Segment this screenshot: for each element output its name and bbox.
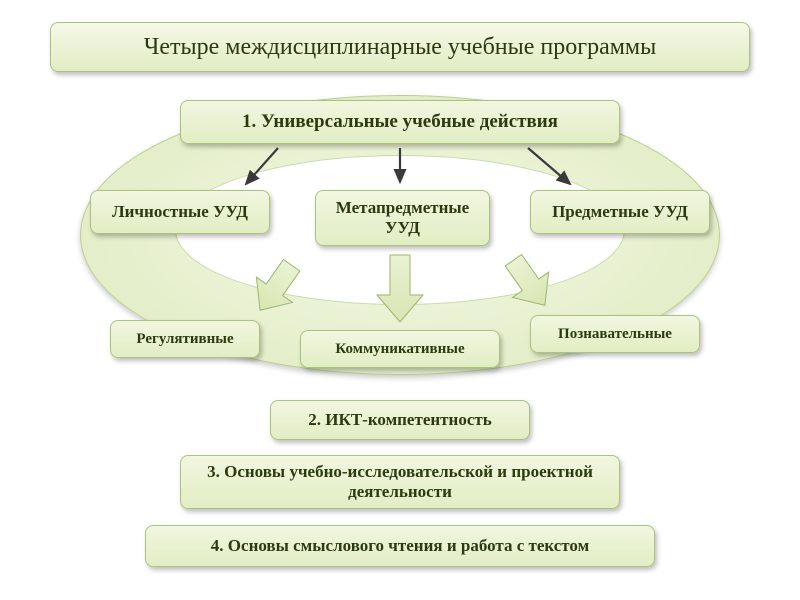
node-label: Коммуникативные: [335, 341, 464, 358]
node-label: 1. Универсальные учебные действия: [242, 111, 558, 133]
node-label: Познавательные: [558, 326, 672, 343]
node-regulative: Регулятивные: [110, 320, 260, 358]
node-ict-competence: 2. ИКТ-компетентность: [270, 400, 530, 440]
node-label: 3. Основы учебно-исследовательской и про…: [193, 462, 607, 503]
node-subject-uud: Предметные УУД: [530, 190, 710, 234]
block-arrow-mid-to-kom: [365, 250, 435, 328]
arrow-n1-to-left: [240, 146, 290, 190]
node-personal-uud: Личностные УУД: [90, 190, 270, 234]
node-label: Метапредметные УУД: [328, 198, 477, 237]
title-text: Четыре междисциплинарные учебные програм…: [144, 34, 657, 61]
node-metasubject-uud: Метапредметные УУД: [315, 190, 490, 246]
node-communicative: Коммуникативные: [300, 330, 500, 368]
node-research-projects: 3. Основы учебно-исследовательской и про…: [180, 455, 620, 509]
arrow-n1-to-mid: [388, 146, 412, 188]
node-label: Регулятивные: [136, 331, 233, 348]
node-label: 4. Основы смыслового чтения и работа с т…: [211, 536, 589, 556]
node-universal-actions: 1. Универсальные учебные действия: [180, 100, 620, 144]
title-box: Четыре междисциплинарные учебные програм…: [50, 22, 750, 72]
node-cognitive: Познавательные: [530, 315, 700, 353]
node-label: Предметные УУД: [552, 202, 688, 222]
node-label: 2. ИКТ-компетентность: [308, 410, 491, 430]
node-label: Личностные УУД: [112, 202, 248, 222]
block-arrow-mid-to-reg: [235, 255, 315, 323]
block-arrow-mid-to-poz: [490, 250, 570, 318]
arrow-n1-to-right: [520, 146, 580, 190]
node-semantic-reading: 4. Основы смыслового чтения и работа с т…: [145, 525, 655, 567]
